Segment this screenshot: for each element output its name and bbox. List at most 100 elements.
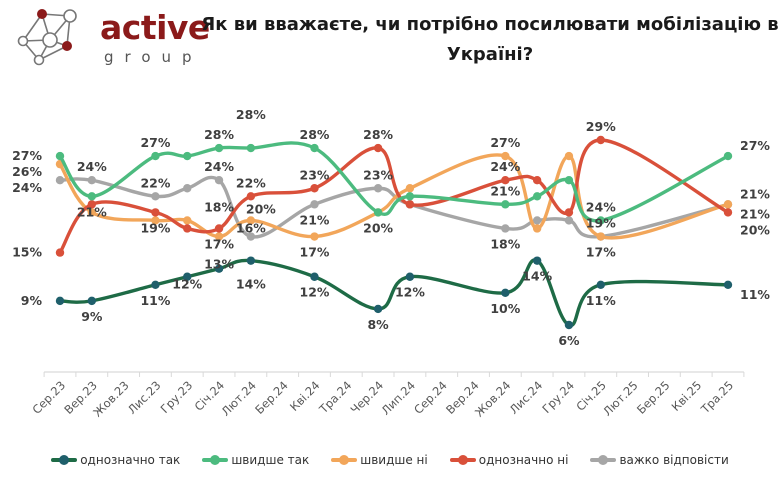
data-label: 14% bbox=[522, 269, 552, 284]
data-label: 11% bbox=[586, 293, 616, 308]
data-point bbox=[723, 200, 733, 209]
data-point bbox=[532, 256, 542, 265]
data-label: 24% bbox=[77, 159, 107, 174]
label-layer: 9%9%11%12%13%14%12%8%12%10%14%6%11% 11%27… bbox=[12, 107, 770, 348]
data-point bbox=[723, 151, 733, 161]
legend-swatch-icon bbox=[449, 455, 476, 465]
x-tick-label: Жов.24 bbox=[472, 378, 513, 419]
legend-swatch-icon bbox=[331, 455, 358, 465]
data-point bbox=[214, 264, 224, 273]
data-label: 20% bbox=[740, 222, 770, 237]
data-point bbox=[214, 176, 224, 185]
legend-item: важко відповісти bbox=[590, 448, 729, 472]
legend: однозначно так швидше так швидше ні однозна… bbox=[0, 448, 780, 472]
data-label: 18% bbox=[490, 236, 520, 251]
data-point bbox=[564, 176, 574, 185]
x-tick-label: Лис.24 bbox=[507, 378, 546, 417]
data-label: 19% bbox=[586, 216, 616, 231]
data-label: 15% bbox=[12, 245, 42, 260]
chart-title: Як ви вважаєте, чи потрібно посилювати м… bbox=[201, 14, 779, 65]
data-label: 12% bbox=[300, 285, 330, 300]
data-label: 16% bbox=[236, 220, 266, 235]
data-label: 18% bbox=[204, 199, 234, 214]
data-point bbox=[151, 192, 160, 201]
data-label: 27% bbox=[140, 135, 170, 150]
data-label: 9% bbox=[21, 293, 43, 308]
data-label: 14% bbox=[236, 277, 266, 292]
x-tick-label: Кві.25 bbox=[669, 378, 705, 414]
data-label: 29% bbox=[586, 119, 616, 134]
data-label: 13% bbox=[204, 257, 234, 272]
data-label: 28% bbox=[204, 127, 234, 142]
x-tick-label: Гру.23 bbox=[158, 378, 196, 416]
data-label: 11% bbox=[140, 293, 170, 308]
data-label: 24% bbox=[12, 180, 42, 195]
data-point bbox=[532, 224, 542, 233]
data-point bbox=[310, 232, 319, 241]
data-point bbox=[723, 280, 733, 289]
data-label: 21% bbox=[300, 212, 330, 227]
data-label: 26% bbox=[12, 164, 42, 179]
data-label: 17% bbox=[586, 245, 616, 260]
data-point bbox=[55, 151, 65, 161]
data-point bbox=[501, 288, 510, 298]
data-point bbox=[87, 176, 97, 185]
data-point bbox=[246, 216, 256, 225]
data-point bbox=[310, 272, 319, 281]
legend-swatch-icon bbox=[202, 455, 229, 465]
legend-item: швидше так bbox=[202, 448, 309, 472]
data-label: 27% bbox=[490, 135, 520, 150]
legend-swatch-icon bbox=[51, 455, 78, 465]
data-point bbox=[596, 232, 605, 241]
data-point bbox=[183, 224, 192, 233]
data-point bbox=[501, 151, 510, 161]
legend-item: швидше ні bbox=[331, 448, 428, 472]
data-point bbox=[564, 216, 574, 225]
data-point bbox=[532, 176, 542, 185]
data-point bbox=[214, 224, 224, 233]
data-point bbox=[564, 151, 574, 161]
data-point bbox=[310, 184, 319, 193]
legend-label: однозначно ні bbox=[478, 453, 569, 467]
data-label: 17% bbox=[204, 237, 234, 252]
x-tick-label: Жов.23 bbox=[90, 378, 131, 419]
x-tick-label: Тра.25 bbox=[697, 378, 736, 417]
data-point bbox=[596, 280, 605, 289]
data-label: 11% bbox=[740, 287, 770, 302]
legend-label: важко відповісти bbox=[619, 453, 729, 467]
data-point bbox=[183, 216, 192, 225]
data-point bbox=[246, 256, 256, 265]
data-point bbox=[246, 143, 256, 153]
data-point bbox=[501, 200, 510, 209]
data-point bbox=[87, 296, 97, 306]
data-point bbox=[501, 176, 510, 185]
data-point bbox=[183, 151, 192, 161]
x-tick-label: Сер.23 bbox=[29, 378, 68, 417]
data-label: 24% bbox=[586, 199, 616, 214]
x-tick-label: Лип.24 bbox=[378, 378, 418, 418]
x-tick-label: Кві.24 bbox=[287, 378, 323, 414]
data-point bbox=[151, 151, 160, 161]
data-point bbox=[596, 135, 605, 145]
x-tick-label: Сер.24 bbox=[411, 378, 450, 417]
data-point bbox=[373, 208, 383, 217]
data-label: 23% bbox=[300, 167, 330, 182]
legend-label: швидше так bbox=[231, 453, 310, 467]
data-label: 28% bbox=[363, 127, 393, 142]
logo: active group bbox=[14, 8, 210, 68]
data-point bbox=[405, 200, 415, 209]
brand-name: active bbox=[100, 8, 210, 47]
data-point bbox=[214, 143, 224, 153]
data-label: 19% bbox=[140, 220, 170, 235]
data-point bbox=[564, 208, 574, 217]
x-tick-label: Лют.24 bbox=[218, 378, 259, 419]
data-point bbox=[55, 176, 65, 185]
data-label: 17% bbox=[300, 245, 330, 260]
data-label: 27% bbox=[740, 138, 770, 153]
data-point bbox=[564, 320, 574, 330]
legend-label: однозначно так bbox=[80, 453, 181, 467]
data-label: 10% bbox=[490, 301, 520, 316]
data-point bbox=[246, 232, 256, 241]
data-label: 20% bbox=[246, 202, 276, 217]
